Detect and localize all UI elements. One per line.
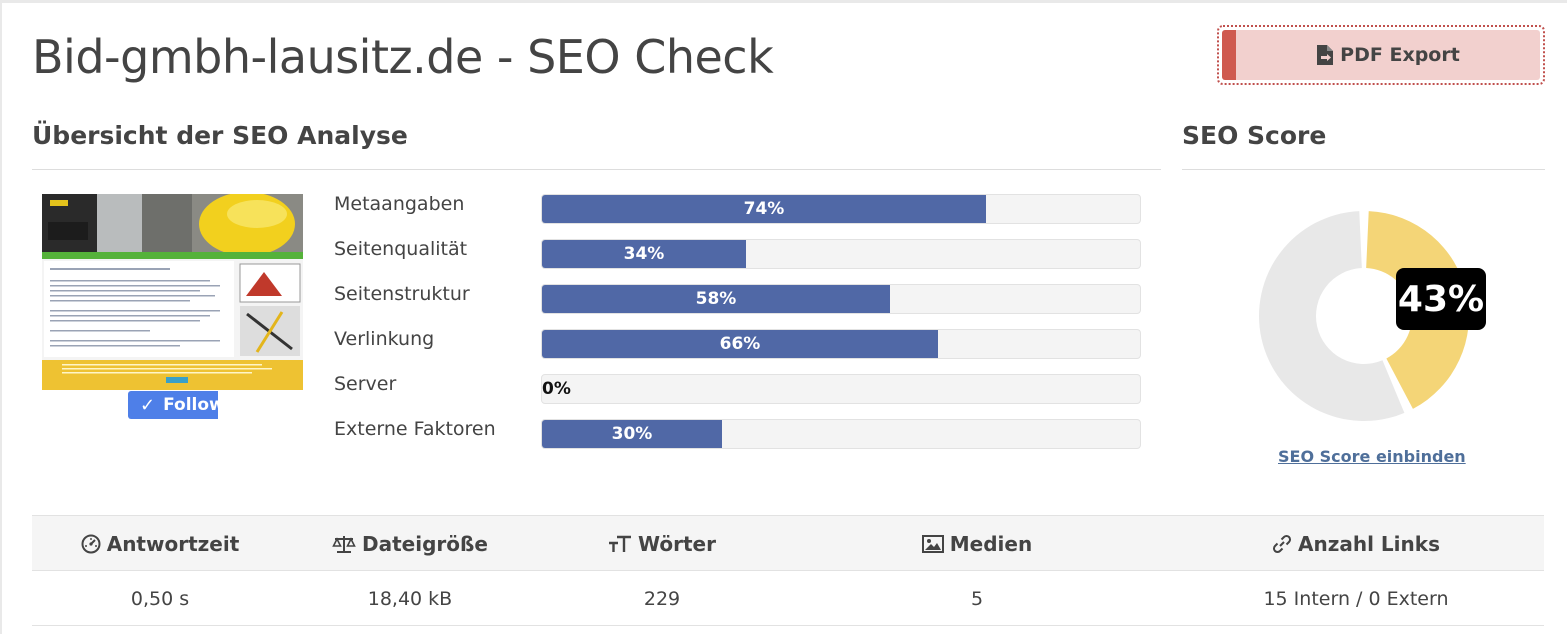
stats-value: 229 [643,587,681,610]
pdf-export-label: PDF Export [1340,44,1460,66]
progress-bar: 66% [541,329,1141,359]
progress-bar-value: 58% [695,289,737,309]
seo-score-value: 43% [1396,268,1486,330]
bar-label: Verlinkung [334,328,435,350]
progress-bar-fill [542,195,986,223]
stats-header-anzahl-links: Anzahl Links [1176,516,1536,572]
seo-score-heading: SEO Score [1182,121,1327,150]
stats-header-label: Wörter [638,532,716,556]
checkmark-icon: ✓ [140,394,156,416]
stats-value: 0,50 s [130,587,190,610]
progress-bar-fill [542,330,938,358]
scale-icon [332,534,362,554]
progress-bar: 74% [541,194,1141,224]
overview-heading: Übersicht der SEO Analyse [32,121,408,150]
bar-label: Seitenqualität [334,238,468,260]
progress-bar-value: 34% [623,244,665,264]
stats-header-label: Anzahl Links [1298,532,1440,556]
stats-value: 18,40 kB [367,587,453,610]
speedometer-icon [81,534,107,554]
stats-value: 15 Intern / 0 Extern [1263,587,1449,610]
stats-value: 5 [970,587,984,610]
bar-label: Externe Faktoren [334,418,496,440]
progress-bar-fill [542,420,722,448]
text-size-icon [608,534,638,554]
seo-score-embed-link[interactable]: SEO Score einbinden [1278,447,1466,466]
bar-label: Server [334,373,397,395]
image-icon [921,535,950,553]
page-title: Bid-gmbh-lausitz.de - SEO Check [32,30,774,84]
progress-bar: 34% [541,239,1141,269]
stats-header-label: Dateigröße [362,532,488,556]
progress-bar: 30% [541,419,1141,449]
stats-header-label: Antwortzeit [106,532,240,556]
bar-label: Seitenstruktur [334,283,470,305]
progress-bar-value: 0% [542,379,571,399]
stats-header-wörter: Wörter [542,516,782,572]
file-export-icon [1317,45,1334,65]
progress-bar-fill [542,240,746,268]
progress-bar: 58% [541,284,1141,314]
stats-header-antwortzeit: Antwortzeit [40,516,280,572]
website-screenshot [42,194,303,390]
progress-bar-value: 30% [611,424,653,444]
progress-bar-value: 66% [719,334,761,354]
stats-header-medien: Medien [847,516,1107,572]
link-icon [1272,534,1298,554]
progress-bar: 0% [541,374,1141,404]
pdf-export-button[interactable]: PDF Export [1217,25,1545,85]
progress-bar-value: 74% [743,199,785,219]
donut-remaining-segment [1259,211,1405,421]
follow-button[interactable]: ✓ Follow [128,391,225,419]
follow-label: Follow [163,395,225,415]
stats-header-dateigröße: Dateigröße [290,516,530,572]
progress-bar-fill [542,285,890,313]
stats-header-row: Antwortzeit Dateigröße Wörter Medien Anzahl … [32,515,1544,571]
bar-label: Metaangaben [334,193,465,215]
seo-score-divider [1182,169,1545,170]
stats-value-row: 0,50 s 18,40 kB 229 5 15 Intern / 0 Extern [32,571,1544,626]
stats-table: Antwortzeit Dateigröße Wörter Medien Anzahl … [32,515,1544,626]
stats-header-label: Medien [949,532,1033,556]
overview-divider [32,169,1161,170]
